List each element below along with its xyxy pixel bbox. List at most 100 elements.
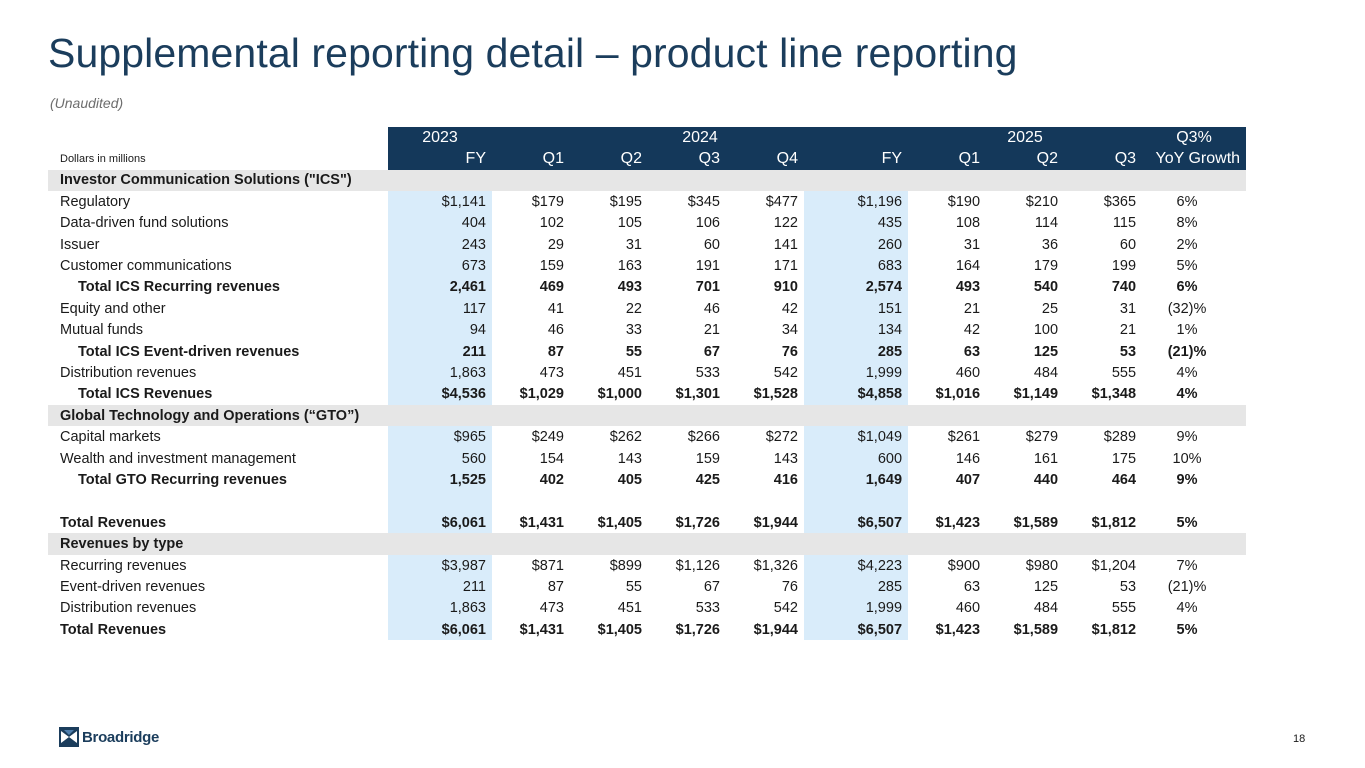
spacer-cell bbox=[1142, 491, 1246, 512]
growth-cell: 7% bbox=[1176, 557, 1198, 574]
value-cell: $1,000 bbox=[597, 386, 642, 403]
section-fill-cell bbox=[908, 405, 987, 427]
value-cell: 29 bbox=[547, 236, 564, 253]
value-cell: 460 bbox=[955, 600, 981, 617]
row-label: Total Revenues bbox=[60, 514, 167, 531]
period-2024-fy: FY bbox=[804, 148, 909, 170]
value-cell: 1,863 bbox=[388, 597, 492, 619]
row-label: Total ICS Event-driven revenues bbox=[78, 343, 300, 360]
value-cell: 102 bbox=[539, 215, 564, 232]
value-cell: 285 bbox=[804, 576, 909, 598]
growth-cell: 9% bbox=[1176, 471, 1198, 488]
row-label: Mutual funds bbox=[60, 322, 144, 339]
value-cell: 451 bbox=[617, 600, 642, 617]
value-cell: 460 bbox=[955, 364, 981, 381]
year-2024: 2024 bbox=[492, 127, 909, 149]
section-header-row: Global Technology and Operations (“GTO”) bbox=[48, 405, 1247, 427]
value-cell: 33 bbox=[625, 322, 642, 339]
value-cell: $899 bbox=[609, 557, 642, 574]
section-fill-cell bbox=[388, 169, 492, 192]
value-cell: $1,049 bbox=[804, 426, 909, 448]
value-cell: 533 bbox=[695, 600, 720, 617]
growth-cell: 6% bbox=[1176, 279, 1198, 296]
value-cell: 146 bbox=[955, 450, 981, 467]
value-cell: $1,528 bbox=[753, 386, 798, 403]
section-fill-cell bbox=[648, 405, 726, 427]
value-cell: 154 bbox=[539, 450, 564, 467]
value-cell: 25 bbox=[1041, 300, 1059, 317]
growth-cell: (21)% bbox=[1167, 578, 1207, 595]
value-cell: 416 bbox=[773, 471, 798, 488]
spacer-cell bbox=[986, 491, 1064, 512]
value-cell: 542 bbox=[773, 364, 798, 381]
subtotal-row: Total ICS Event-driven revenues 211 87 55 67… bbox=[48, 340, 1246, 363]
value-cell: 36 bbox=[1041, 236, 1059, 253]
table-row: Equity and other 117 41 22 46 42 151 21 25 31 (32)… bbox=[48, 298, 1246, 320]
broadridge-logo-icon bbox=[59, 727, 79, 747]
row-label: Event-driven revenues bbox=[60, 578, 206, 595]
value-cell: $365 bbox=[1103, 193, 1137, 210]
section-fill-cell bbox=[986, 405, 1065, 427]
table-row: Customer communications 673 159 163 191 171 68… bbox=[48, 255, 1246, 277]
section-fill-cell bbox=[388, 405, 492, 427]
value-cell: $3,987 bbox=[388, 554, 492, 577]
spacer-row bbox=[48, 490, 1246, 513]
value-cell: $1,126 bbox=[675, 557, 720, 574]
value-cell: 484 bbox=[1033, 600, 1059, 617]
section-fill-cell bbox=[570, 405, 648, 427]
value-cell: 63 bbox=[963, 343, 981, 360]
page-number: 18 bbox=[1293, 733, 1306, 745]
value-cell: 60 bbox=[703, 236, 720, 253]
value-cell: 402 bbox=[539, 471, 564, 488]
growth-cell: 4% bbox=[1176, 386, 1198, 403]
value-cell: 21 bbox=[1119, 322, 1137, 339]
value-cell: $1,149 bbox=[1013, 386, 1059, 403]
section-fill-cell bbox=[570, 533, 648, 555]
value-cell: 533 bbox=[695, 364, 720, 381]
value-cell: 484 bbox=[1033, 364, 1059, 381]
value-cell: $210 bbox=[1025, 193, 1059, 210]
table-row: Capital markets $965 $249 $262 $266 $272 $1,04… bbox=[48, 426, 1246, 448]
growth-cell: 8% bbox=[1176, 215, 1198, 232]
value-cell: 21 bbox=[703, 322, 720, 339]
value-cell: 1,999 bbox=[804, 362, 909, 384]
section-fill-cell bbox=[1142, 533, 1247, 555]
table-row: Recurring revenues $3,987 $871 $899 $1,126 $1… bbox=[48, 554, 1246, 577]
units-label: Dollars in millions bbox=[48, 148, 388, 170]
spacer-cell bbox=[726, 491, 804, 512]
value-cell: 1,649 bbox=[804, 469, 909, 491]
spacer-cell bbox=[648, 491, 726, 512]
value-cell: 469 bbox=[539, 279, 564, 296]
value-cell: 1,999 bbox=[804, 597, 909, 619]
section-fill-cell bbox=[986, 533, 1065, 555]
growth-cell: (32)% bbox=[1167, 300, 1207, 317]
section-label: Revenues by type bbox=[48, 533, 388, 555]
spacer-cell bbox=[48, 491, 388, 512]
growth-cell: 4% bbox=[1176, 600, 1198, 617]
value-cell: $262 bbox=[609, 429, 642, 446]
value-cell: 175 bbox=[1111, 450, 1137, 467]
value-cell: 1,525 bbox=[388, 469, 492, 491]
value-cell: $1,405 bbox=[597, 621, 642, 638]
value-cell: 53 bbox=[1119, 343, 1137, 360]
section-fill-cell bbox=[1064, 405, 1143, 427]
section-label: Investor Communication Solutions ("ICS") bbox=[48, 169, 388, 192]
row-label: Distribution revenues bbox=[60, 600, 197, 617]
subtotal-row: Total GTO Recurring revenues 1,525 402 405 4… bbox=[48, 469, 1246, 491]
value-cell: $1,204 bbox=[1091, 557, 1137, 574]
growth-cell: 5% bbox=[1176, 621, 1198, 638]
value-cell: 451 bbox=[617, 364, 642, 381]
value-cell: 285 bbox=[804, 340, 909, 363]
value-cell: 171 bbox=[773, 258, 798, 275]
value-cell: 42 bbox=[963, 322, 981, 339]
value-cell: 910 bbox=[773, 279, 798, 296]
value-cell: 134 bbox=[804, 319, 909, 341]
section-fill-cell bbox=[908, 169, 987, 192]
section-label: Global Technology and Operations (“GTO”) bbox=[48, 405, 388, 427]
period-2025-q1: Q1 bbox=[908, 148, 987, 170]
value-cell: 163 bbox=[617, 258, 642, 275]
row-label: Recurring revenues bbox=[60, 557, 187, 574]
table-row: Wealth and investment management 560 154 14… bbox=[48, 447, 1246, 470]
value-cell: 22 bbox=[625, 300, 642, 317]
section-fill-cell bbox=[1064, 533, 1143, 555]
